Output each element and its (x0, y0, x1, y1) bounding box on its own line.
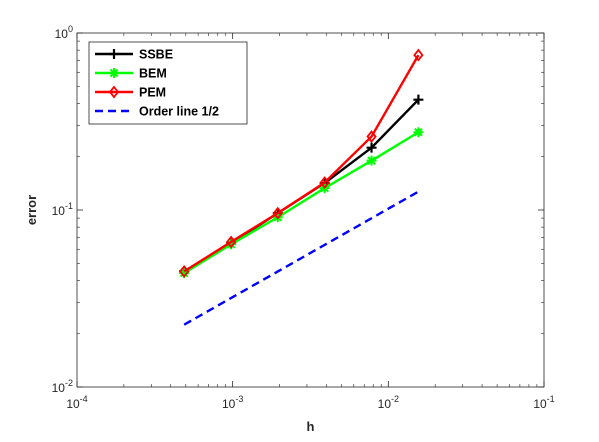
series-pem (179, 48, 424, 278)
data-point (226, 239, 237, 250)
y-axis-label: error (24, 195, 39, 225)
data-point (272, 206, 283, 220)
x-tick-label: 10-2 (378, 394, 399, 411)
data-point (179, 264, 190, 278)
marker-stroke (109, 49, 119, 59)
legend-marker (108, 85, 120, 99)
legend-label: Order line 1/2 (139, 105, 219, 119)
tick-layer: 10-4 10-3 10-2 10-1 10-2 10-1 100 (52, 24, 555, 411)
legend-label: PEM (139, 86, 166, 100)
marker-stroke (225, 235, 237, 249)
marker-stroke (319, 176, 330, 189)
series-line (183, 190, 419, 326)
marker-stroke (366, 130, 377, 143)
legend-entry: PEM (95, 86, 166, 100)
marker-stroke (109, 68, 119, 78)
series-order-line-1-2 (183, 190, 419, 326)
y-tick-label: 10-2 (52, 378, 73, 395)
x-tick-label: 10-1 (533, 394, 554, 411)
marker-stroke (366, 142, 377, 153)
legend-entry: BEM (95, 67, 167, 81)
y-tick-label: 100 (55, 24, 73, 41)
marker-stroke (179, 268, 190, 279)
legend-label: BEM (139, 67, 167, 81)
data-point (366, 130, 377, 143)
x-axis-label: h (307, 419, 315, 434)
y-tick-label: 10-1 (52, 201, 73, 218)
data-point (366, 142, 377, 153)
data-point (179, 268, 190, 279)
marker-stroke (366, 155, 377, 166)
marker-stroke (413, 48, 424, 62)
legend: SSBE BEM PEM Order line 1/2 (88, 41, 248, 125)
legend-entry: Order line 1/2 (95, 105, 219, 119)
marker-stroke (413, 94, 424, 105)
data-point (413, 94, 424, 105)
data-point (366, 155, 377, 166)
legend-label: SSBE (139, 48, 173, 62)
x-tick-label: 10-4 (66, 394, 87, 411)
data-point (319, 176, 330, 189)
marker-stroke (108, 85, 120, 99)
series-layer (179, 48, 424, 326)
data-point (225, 235, 237, 249)
series-line (183, 54, 420, 273)
marker-stroke (413, 127, 424, 138)
x-tick-label: 10-3 (222, 394, 243, 411)
data-point (413, 48, 424, 62)
legend-entry: SSBE (95, 48, 173, 62)
legend-marker (109, 49, 119, 59)
series-line (183, 131, 420, 275)
marker-stroke (226, 239, 237, 250)
marker-stroke (272, 206, 283, 220)
legend-marker (109, 68, 119, 78)
marker-stroke (179, 264, 190, 278)
data-point (413, 127, 424, 138)
